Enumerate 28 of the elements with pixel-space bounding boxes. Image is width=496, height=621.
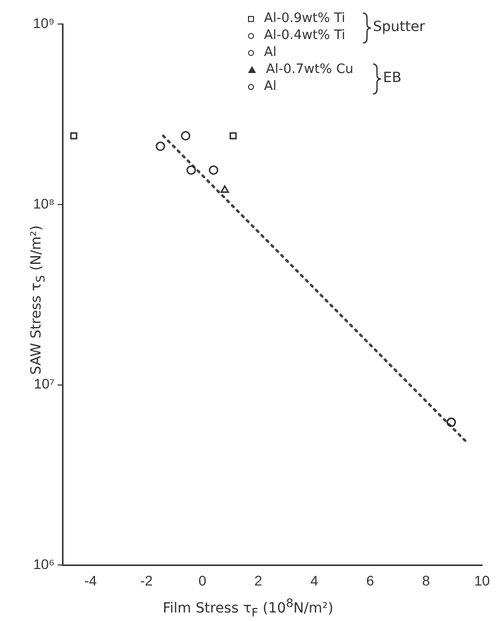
point xyxy=(230,132,237,140)
point xyxy=(180,131,190,141)
x-tick-label: 4 xyxy=(310,572,318,588)
annotation: EB xyxy=(383,70,402,86)
point xyxy=(208,165,218,175)
x-axis-title: Film Stress τ$_{F}$ (10$^{8}$N/m²) xyxy=(162,596,334,620)
legend-label: Al-0.7wt% Cu xyxy=(266,61,354,78)
y-tick-label: 10⁶ xyxy=(33,556,55,572)
x-tick-label: 8 xyxy=(422,572,430,588)
x-tick-label: 6 xyxy=(366,572,374,588)
point xyxy=(446,418,456,428)
point xyxy=(220,185,229,193)
y-tick-label: 10⁷ xyxy=(34,376,55,392)
x-tick-label: 0 xyxy=(198,572,206,588)
point xyxy=(156,142,166,152)
point xyxy=(186,165,196,175)
legend-label: Al-0.9wt% Ti xyxy=(264,10,346,27)
annotation: Sputter xyxy=(373,19,425,35)
x-tick-label: 10 xyxy=(474,572,490,588)
legend-label: Al xyxy=(264,78,277,95)
y-tick-label: 10⁸ xyxy=(33,195,55,212)
y-tick-label: 10⁹ xyxy=(32,14,55,31)
legend-label: Al xyxy=(264,44,277,61)
x-tick-label: -4 xyxy=(84,572,97,588)
point xyxy=(70,132,78,140)
x-tick-label: -2 xyxy=(140,572,153,588)
legend-label: Al-0.4wt% Ti xyxy=(264,27,346,44)
x-tick-label: 2 xyxy=(254,572,262,588)
